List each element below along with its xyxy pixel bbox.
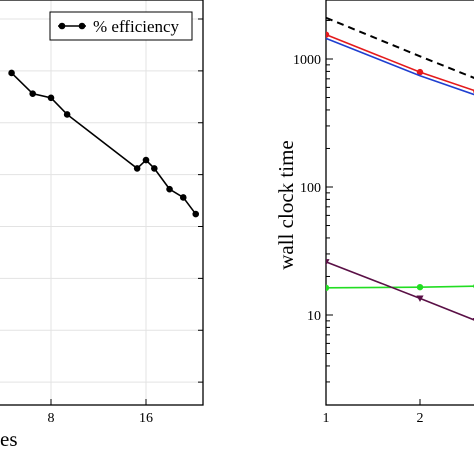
efficiency-point [8, 69, 15, 77]
right-x-tick-label: 2 [417, 411, 424, 426]
timing-series-4 [326, 259, 474, 321]
timing-series-2 [326, 37, 474, 96]
efficiency-point [47, 94, 55, 102]
efficiency-point [179, 194, 187, 201]
timing-line [326, 261, 474, 321]
right-y-tick-label: 10 [307, 309, 321, 324]
left-grid [0, 0, 203, 405]
efficiency-point [151, 165, 158, 172]
right-x-tick-label: 1 [323, 411, 330, 426]
timing-point [416, 283, 424, 291]
right-y-axis: 10 100 1000 [293, 19, 333, 383]
right-plot-frame [325, 0, 474, 406]
timing-point [326, 259, 330, 266]
left-plot-frame [0, 0, 204, 406]
left-x-axis: 8 16 [48, 18, 203, 426]
timing-point [416, 295, 424, 302]
timing-line [326, 33, 474, 92]
right-y-tick-label: 100 [300, 181, 321, 196]
legend-marker-right [78, 22, 86, 30]
efficiency-point [166, 185, 173, 193]
efficiency-series [8, 69, 200, 218]
legend-entry-efficiency: % efficiency [93, 17, 180, 36]
efficiency-chart: 8 16 es % efficiency [0, 0, 204, 451]
timing-series-0 [326, 16, 474, 79]
timing-line [326, 285, 474, 289]
efficiency-point [142, 156, 150, 164]
right-y-tick-label: 1000 [293, 53, 321, 68]
left-x-tick-label: 16 [139, 411, 153, 426]
timing-line [326, 37, 474, 96]
timing-series [326, 16, 474, 321]
right-y-axis-title: wall clock time [274, 140, 298, 269]
efficiency-point [63, 111, 71, 118]
left-x-tick-label: 8 [48, 411, 55, 426]
left-x-axis-title: es [0, 427, 18, 451]
timing-point [326, 284, 330, 292]
timing-point [326, 31, 330, 38]
timing-point [416, 68, 424, 76]
efficiency-point [192, 210, 200, 218]
timing-line [326, 16, 474, 79]
legend-marker-left [58, 22, 66, 30]
left-legend: % efficiency [49, 11, 193, 41]
efficiency-point [29, 90, 36, 97]
efficiency-point [133, 165, 141, 172]
timing-series-3 [326, 283, 474, 292]
timing-series-1 [326, 31, 474, 94]
efficiency-line [11, 72, 197, 215]
